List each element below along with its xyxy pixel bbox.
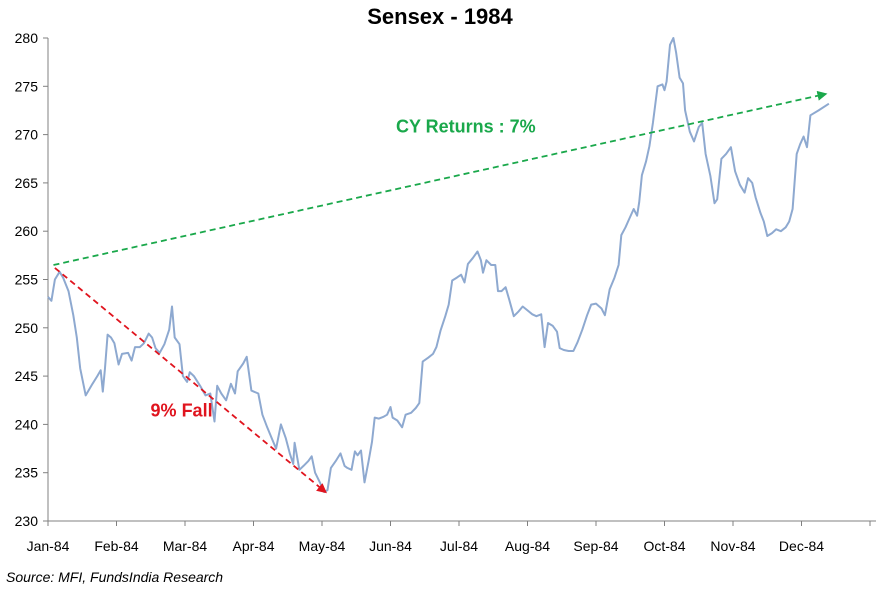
x-tick-label: Jul-84 [440,538,478,554]
y-tick-label: 235 [15,465,39,481]
series-layer [47,37,830,493]
x-tick-label: Nov-84 [710,538,755,554]
x-tick-label: Apr-84 [232,538,274,554]
x-tick-label: Sep-84 [573,538,618,554]
x-tick-label: Feb-84 [94,538,139,554]
sensex-line [47,37,830,493]
x-tick-label: Aug-84 [505,538,550,554]
x-tick-label: Jun-84 [369,538,412,554]
y-tick-label: 260 [15,223,39,239]
source-note: Source: MFI, FundsIndia Research [6,569,224,585]
x-tick-label: Jan-84 [27,538,70,554]
y-tick-label: 255 [15,272,39,288]
returns-annotation-label: CY Returns : 7% [396,117,536,137]
x-tick-label: Oct-84 [643,538,685,554]
y-tick-label: 280 [15,30,39,46]
fall-trend-arrow [54,267,327,494]
fall-annotation-label: 9% Fall [151,401,213,421]
axes: 230 235 240 245 250 255 260 265 270 275 280 Jan-84 F… [15,30,876,554]
annotation-layer: CY Returns : 7% 9% Fall [53,90,828,494]
x-tick-label: Dec-84 [779,538,824,554]
x-tick-label: May-84 [299,538,346,554]
chart-title: Sensex - 1984 [367,4,513,29]
y-tick-label: 230 [15,513,39,529]
y-tick-label: 275 [15,78,39,94]
y-tick-label: 250 [15,320,39,336]
y-tick-label: 240 [15,416,39,432]
returns-trend-arrow [53,90,828,266]
y-tick-label: 270 [15,127,39,143]
x-tick-label: Mar-84 [163,538,208,554]
y-tick-label: 265 [15,175,39,191]
y-tick-label: 245 [15,368,39,384]
